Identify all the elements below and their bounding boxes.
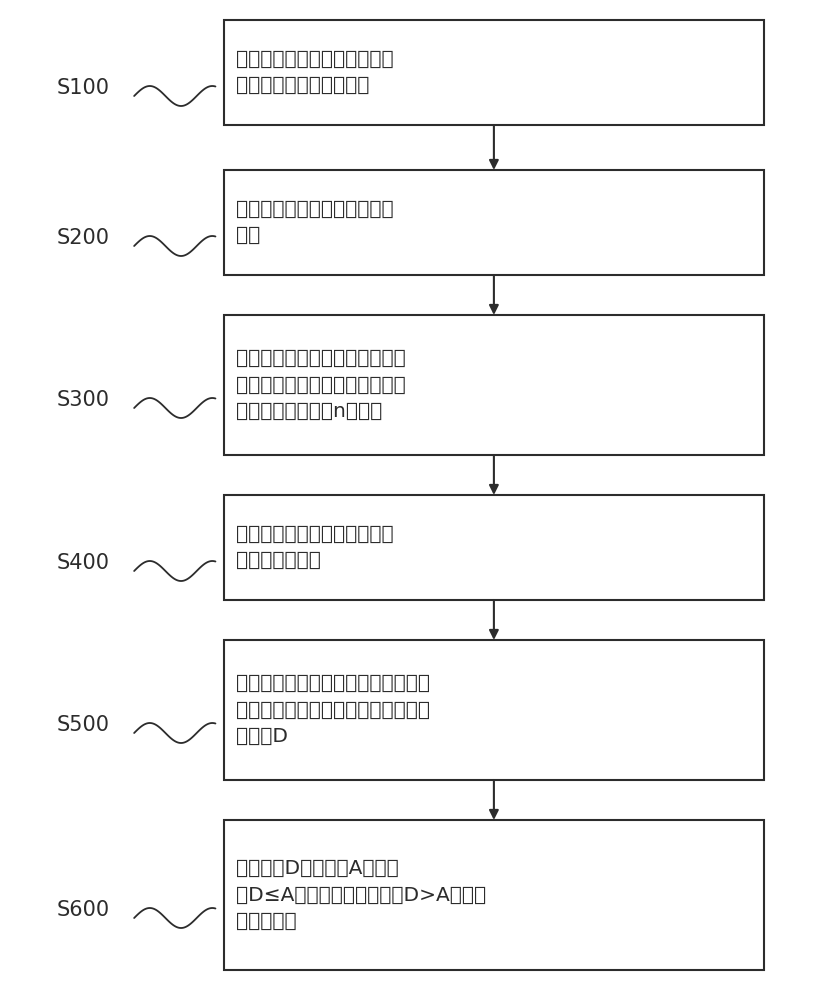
Bar — [224, 20, 764, 125]
Bar — [224, 170, 764, 275]
Text: S200: S200 — [57, 228, 110, 248]
Text: 通过电芯灰度图像识别靠近所述
顶封角点的电芯裙边线段，并获
得所述裙边线段的n个点位: 通过电芯灰度图像识别靠近所述 顶封角点的电芯裙边线段，并获 得所述裙边线段的n个… — [236, 349, 406, 421]
Bar — [224, 640, 764, 780]
Text: S600: S600 — [57, 900, 110, 920]
Text: 获得电芯主体靠近于所述裙边
线段的侧边直线: 获得电芯主体靠近于所述裙边 线段的侧边直线 — [236, 525, 393, 570]
Text: 获取电芯灰度图像，获得电芯
顶封角点初定位跟随空间: 获取电芯灰度图像，获得电芯 顶封角点初定位跟随空间 — [236, 50, 393, 95]
Text: S300: S300 — [57, 390, 110, 410]
Text: S500: S500 — [57, 715, 110, 735]
Text: 将距离值D与设定值A对比，
若D≤A则判定电芯合格，若D>A则判定
电芯不合格: 将距离值D与设定值A对比， 若D≤A则判定电芯合格，若D>A则判定 电芯不合格 — [236, 859, 486, 931]
Text: 获得电芯顶封角点精定位跟随
空间: 获得电芯顶封角点精定位跟随 空间 — [236, 200, 393, 245]
Text: S100: S100 — [57, 78, 110, 98]
Text: S400: S400 — [57, 553, 110, 573]
Bar — [224, 315, 764, 455]
Text: 通过点到直线的距离，逐个求出所述
裙边线段上每个点到主体侧边直线的
距离值D: 通过点到直线的距离，逐个求出所述 裙边线段上每个点到主体侧边直线的 距离值D — [236, 674, 430, 746]
Bar — [224, 495, 764, 600]
Bar — [224, 820, 764, 970]
